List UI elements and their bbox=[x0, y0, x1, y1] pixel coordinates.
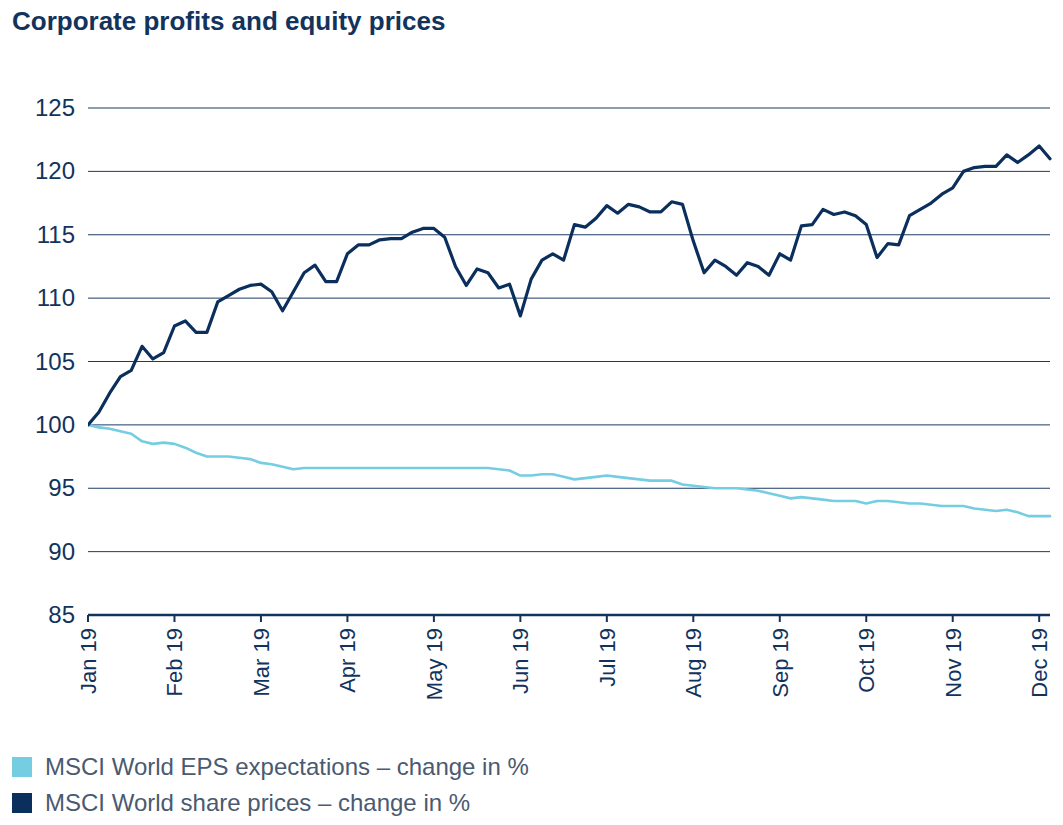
series-line bbox=[88, 146, 1050, 425]
x-tick-label: Mar 19 bbox=[249, 628, 274, 696]
grid-line bbox=[88, 298, 1050, 299]
x-tick-label: Aug 19 bbox=[681, 628, 706, 698]
y-tick-label: 105 bbox=[35, 348, 75, 375]
y-tick-label: 120 bbox=[35, 157, 75, 184]
y-tick-label: 85 bbox=[48, 601, 75, 628]
chart: Corporate profits and equity prices 85 90 9… bbox=[0, 0, 1063, 825]
x-tick-label: Apr 19 bbox=[335, 628, 360, 693]
y-tick-label: 115 bbox=[37, 221, 75, 248]
legend-label: MSCI World share prices – change in % bbox=[45, 789, 470, 816]
x-tick-label: Feb 19 bbox=[162, 628, 187, 697]
x-tick bbox=[260, 615, 262, 622]
grid-line bbox=[88, 108, 1050, 109]
x-tick bbox=[87, 615, 89, 622]
x-tick bbox=[433, 615, 435, 622]
title: Corporate profits and equity prices bbox=[12, 6, 445, 36]
x-tick-label: Dec 19 bbox=[1027, 628, 1052, 698]
x-tick bbox=[692, 615, 694, 622]
x-tick-label: Sep 19 bbox=[768, 628, 793, 698]
legend-swatch bbox=[12, 793, 32, 813]
series-line bbox=[88, 425, 1050, 516]
grid-line bbox=[88, 234, 1050, 235]
x-tick bbox=[173, 615, 175, 622]
grid-line bbox=[88, 488, 1050, 489]
y-tick-label: 100 bbox=[35, 411, 75, 438]
y-tick-label: 90 bbox=[48, 538, 75, 565]
x-tick-label: Oct 19 bbox=[854, 628, 879, 693]
legend-label: MSCI World EPS expectations – change in … bbox=[45, 753, 529, 780]
x-tick bbox=[519, 615, 521, 622]
x-tick bbox=[346, 615, 348, 622]
legend-swatch bbox=[12, 757, 32, 777]
y-tick-label: 110 bbox=[37, 284, 75, 311]
y-tick-label: 95 bbox=[48, 474, 75, 501]
x-tick-label: Jun 19 bbox=[508, 628, 533, 694]
x-tick-label: Jul 19 bbox=[595, 628, 620, 687]
plot-area bbox=[88, 146, 1050, 516]
x-tick bbox=[779, 615, 781, 622]
x-axis-line bbox=[88, 614, 1050, 617]
x-tick bbox=[865, 615, 867, 622]
grid-line bbox=[88, 361, 1050, 362]
grid-line bbox=[88, 424, 1050, 425]
x-tick-label: Nov 19 bbox=[941, 628, 966, 698]
x-tick-label: Jan 19 bbox=[76, 628, 101, 694]
x-tick bbox=[606, 615, 608, 622]
grid-line bbox=[88, 551, 1050, 552]
grid-line bbox=[88, 171, 1050, 172]
page: {"chart_data": { "type": "line", "title"… bbox=[0, 0, 1063, 825]
x-tick bbox=[1038, 615, 1040, 622]
x-tick-label: May 19 bbox=[422, 628, 447, 700]
y-tick-label: 125 bbox=[35, 94, 75, 121]
x-tick bbox=[952, 615, 954, 622]
